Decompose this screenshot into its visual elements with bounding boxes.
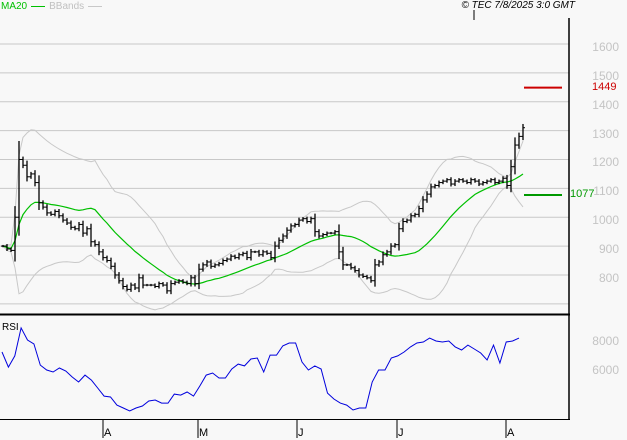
support-level-label: 1077 [570, 188, 595, 200]
ma20-line [2, 173, 524, 285]
price-axis-label: 1000 [592, 213, 619, 228]
rsi-line [1, 326, 520, 412]
month-label: A [104, 427, 112, 439]
price-axis-label: 1400 [592, 97, 619, 112]
rsi-axis-label: 8000 [592, 334, 619, 348]
bollinger-lower [2, 185, 524, 311]
price-axis-label: 1300 [592, 126, 619, 141]
rsi-axis-label: 6000 [592, 363, 619, 377]
month-label: J [398, 427, 404, 439]
price-axis-label: 900 [598, 242, 619, 257]
resistance-level-label: 1449 [592, 81, 617, 93]
legend-ma20: MA20 [1, 0, 28, 12]
month-label: J [298, 427, 304, 439]
copyright-timestamp: © TEC 7/8/2025 3:0 GMT [461, 0, 575, 11]
price-axis-label: 1100 [593, 184, 619, 199]
month-label: A [507, 427, 515, 439]
bbands-swatch [88, 5, 103, 7]
price-axis-label: 1600 [592, 40, 619, 54]
legend-bbands: BBands [49, 0, 85, 12]
rsi-label: RSI [2, 322, 19, 333]
bollinger-upper [2, 129, 524, 279]
price-axis-label: 1500 [592, 68, 619, 83]
ma20-swatch [31, 5, 46, 7]
price-axis-label: 1200 [592, 155, 619, 170]
price-axis-label: 800 [598, 270, 619, 285]
month-label: M [199, 427, 209, 439]
legend: MA20 BBands [1, 0, 103, 12]
